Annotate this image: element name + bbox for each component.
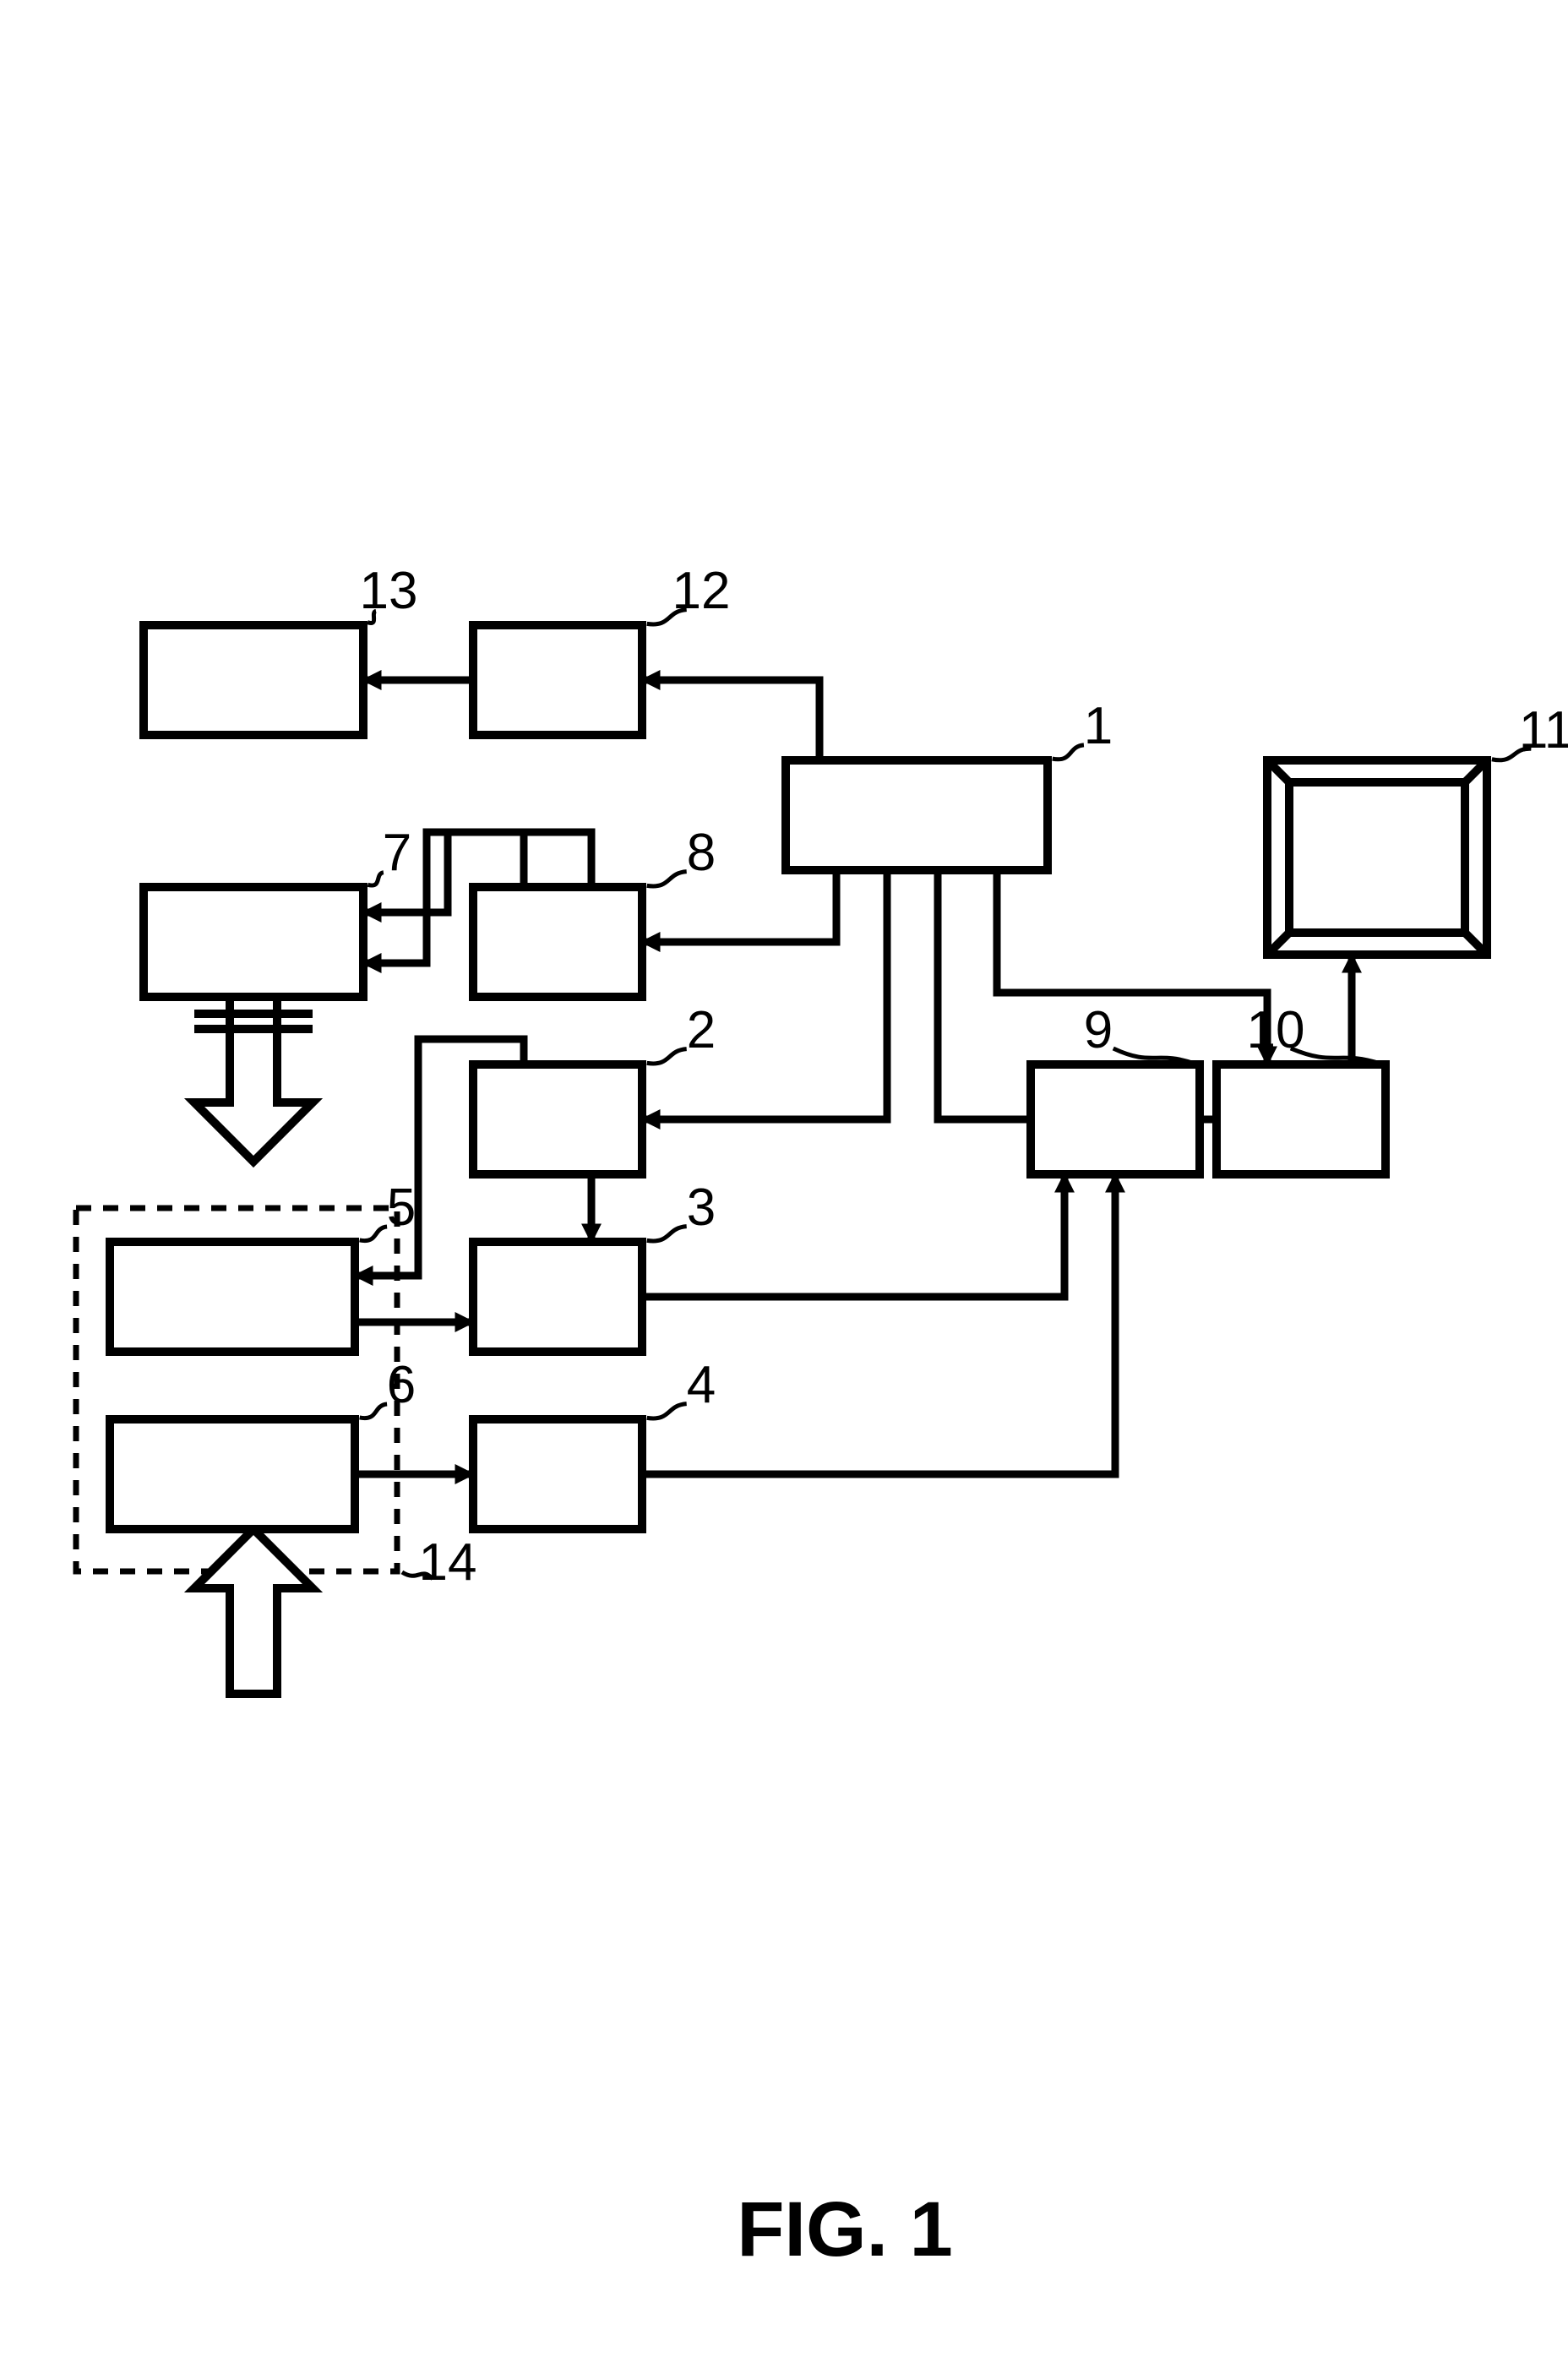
leader-3 — [647, 1227, 687, 1241]
block-12 — [473, 625, 642, 735]
hollow-arrow-from-7 — [194, 997, 313, 1162]
label-9: 9 — [1084, 1001, 1113, 1059]
block-11-inner — [1289, 782, 1465, 933]
edge-b1-b10 — [997, 870, 1267, 1064]
block-5 — [110, 1242, 355, 1352]
leader-2 — [647, 1049, 687, 1064]
label-14: 14 — [419, 1533, 477, 1592]
block-2 — [473, 1064, 642, 1174]
edge-b1-b8 — [642, 870, 836, 942]
label-5: 5 — [387, 1179, 416, 1237]
label-8: 8 — [687, 824, 716, 882]
label-3: 3 — [687, 1179, 716, 1237]
block-4 — [473, 1419, 642, 1529]
label-1: 1 — [1084, 697, 1113, 755]
edge-b1-b2 — [642, 870, 887, 1119]
block-10 — [1217, 1064, 1386, 1174]
leader-8 — [647, 872, 687, 886]
label-4: 4 — [687, 1356, 716, 1414]
block-13 — [144, 625, 363, 735]
figure-caption: FIG. 1 — [737, 2186, 953, 2273]
hollow-arrow-to-6 — [194, 1529, 313, 1694]
edge-b1-b12 — [642, 680, 819, 760]
leader-4 — [647, 1404, 687, 1418]
label-2: 2 — [687, 1001, 716, 1059]
block-3 — [473, 1242, 642, 1352]
block-8 — [473, 887, 642, 997]
block-7 — [144, 887, 363, 997]
label-7: 7 — [383, 824, 411, 882]
label-13: 13 — [360, 562, 418, 620]
leader-1 — [1053, 745, 1084, 759]
block-9 — [1031, 1064, 1200, 1174]
block-1 — [786, 760, 1048, 870]
label-6: 6 — [387, 1356, 416, 1414]
leader-7 — [368, 873, 384, 885]
leader-5 — [360, 1227, 387, 1241]
leader-6 — [360, 1404, 387, 1418]
block-6 — [110, 1419, 355, 1529]
